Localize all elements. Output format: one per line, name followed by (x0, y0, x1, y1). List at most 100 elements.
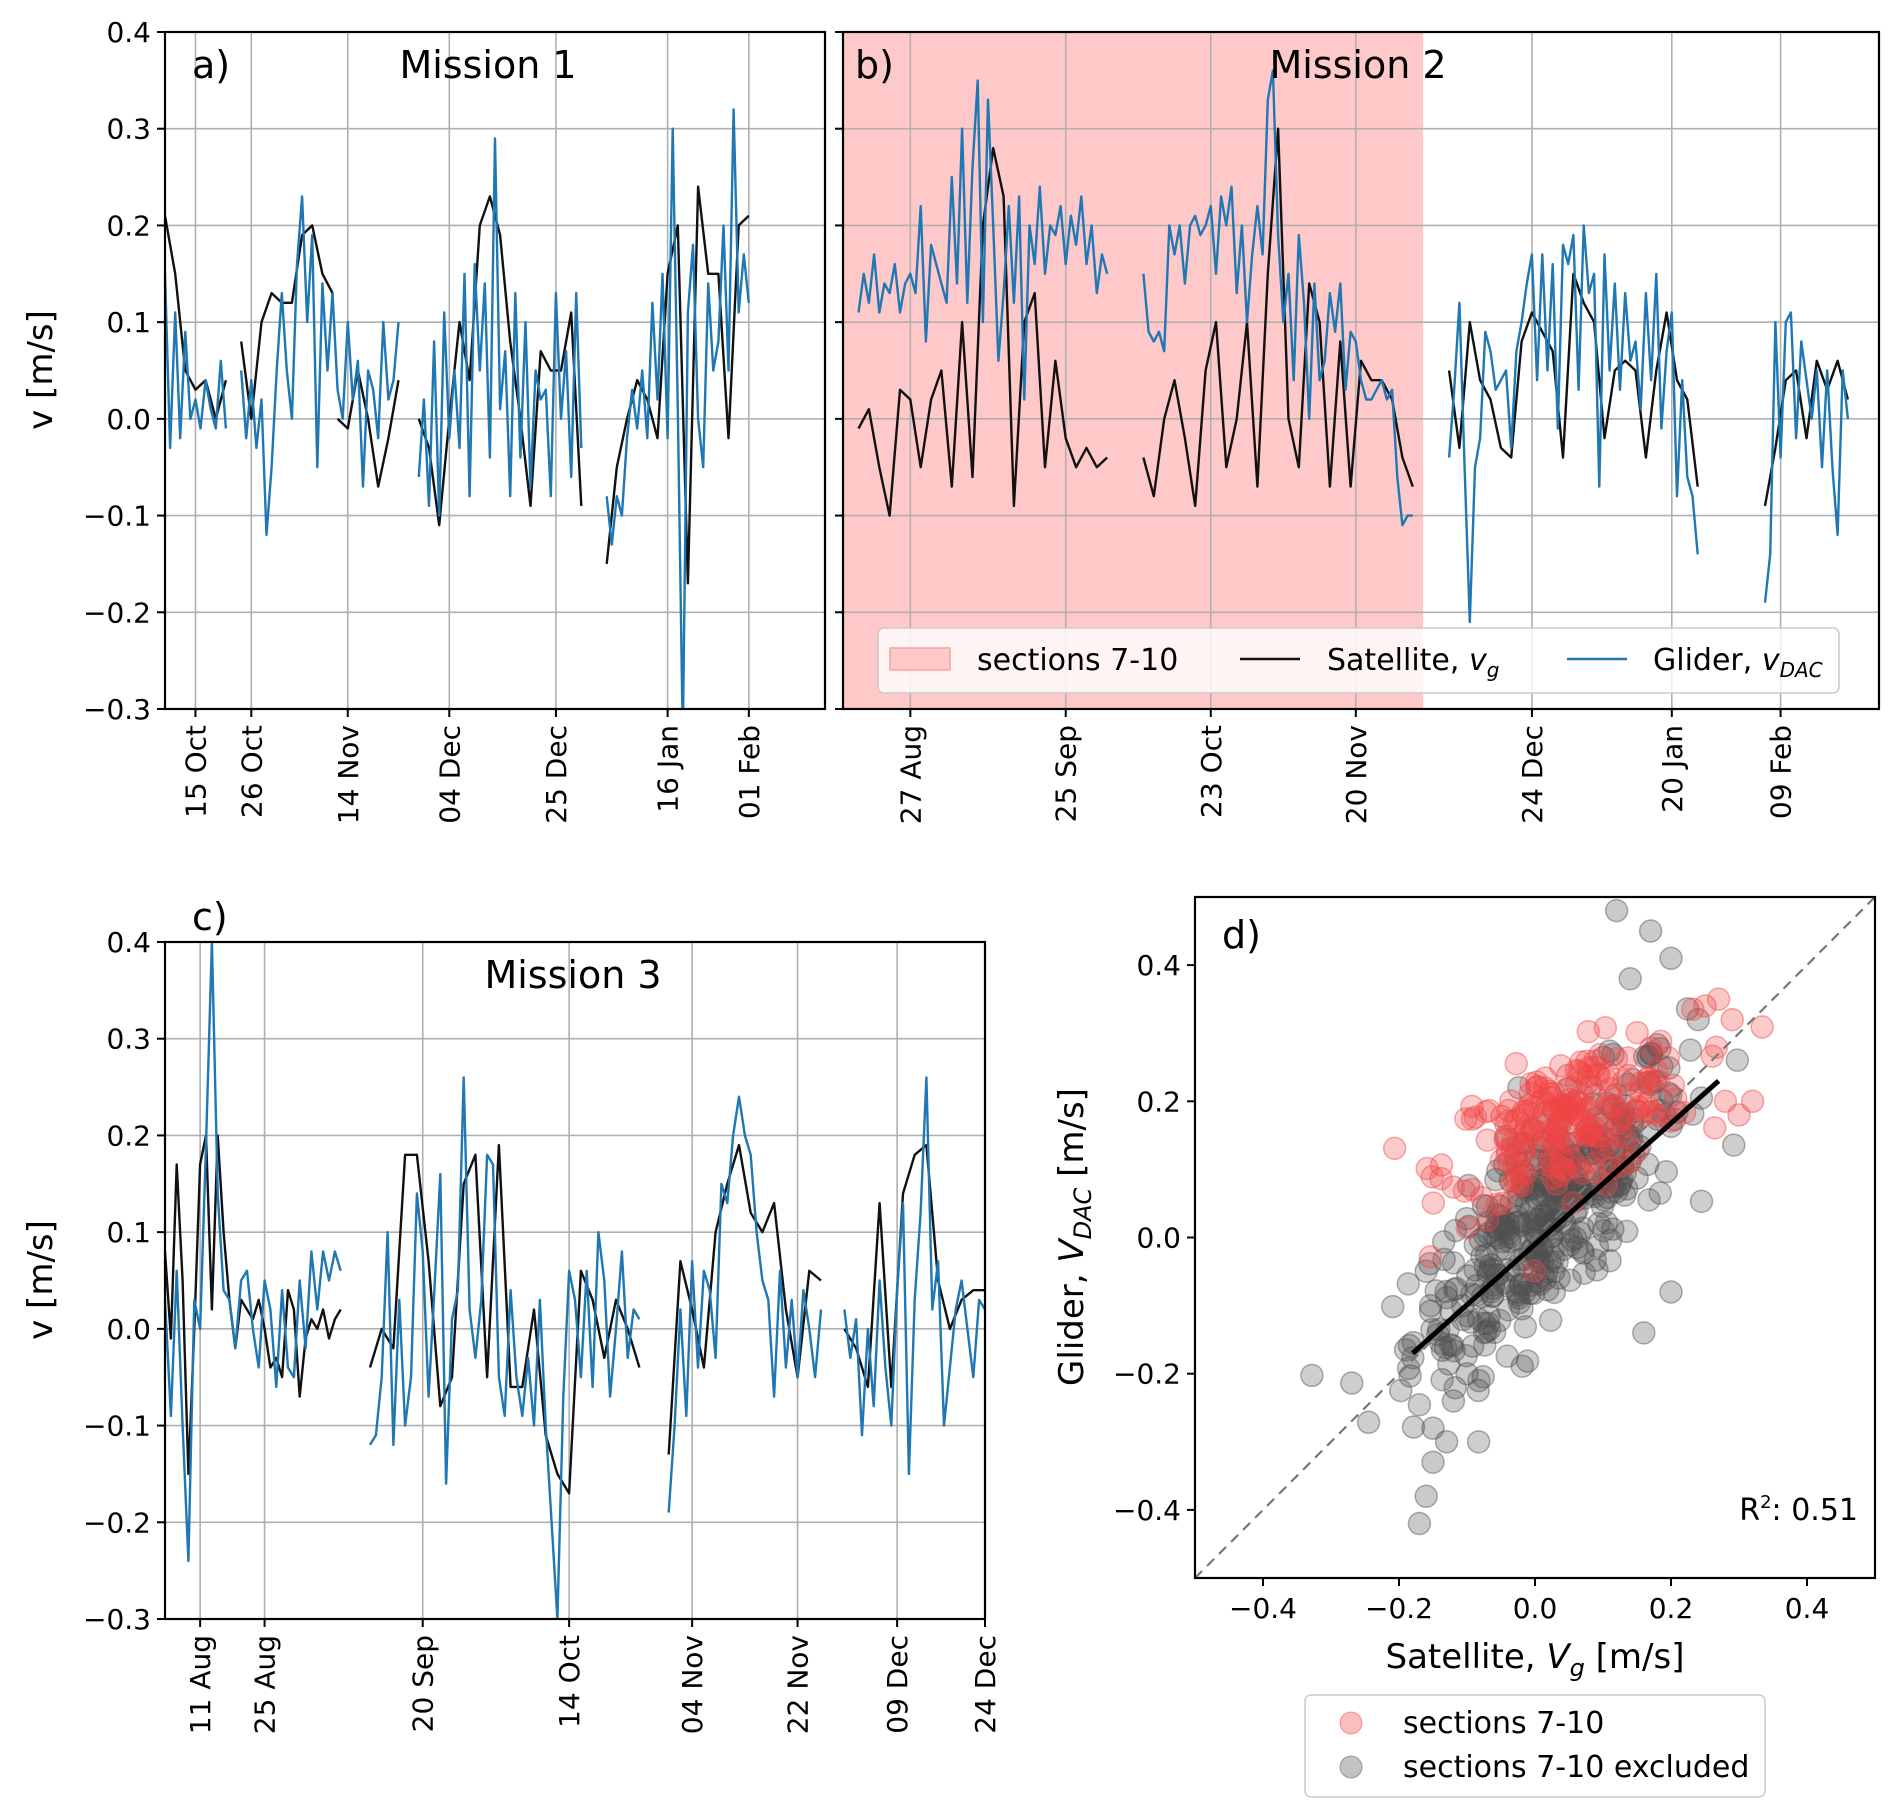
scatter-point-sections (1564, 1089, 1589, 1113)
glider-line (331, 293, 400, 488)
scatter-point-sections (1648, 1029, 1673, 1054)
scatter-point-excluded (1600, 1127, 1625, 1152)
panel-b-title: Mission 2 (1269, 43, 1446, 87)
x-tick-label: 20 Jan (1656, 725, 1689, 813)
scatter-point-excluded (1530, 1203, 1554, 1228)
y-tick-label: −0.2 (1113, 1358, 1181, 1391)
scatter-point-sections (1558, 1075, 1583, 1099)
scatter-point-sections (1646, 1069, 1671, 1094)
scatter-point-excluded (1591, 1218, 1616, 1243)
scatter-point-excluded (1565, 1235, 1589, 1260)
scatter-point-excluded (1632, 1045, 1657, 1069)
scatter-point-excluded (1540, 1182, 1565, 1207)
scatter-point-excluded (1543, 1208, 1568, 1233)
scatter-point-excluded (1571, 1216, 1595, 1240)
scatter-point-sections (1514, 1161, 1538, 1185)
scatter-point-excluded (1476, 1259, 1500, 1284)
scatter-point-excluded (1578, 1074, 1603, 1098)
scatter-point-sections (1505, 1166, 1530, 1190)
scatter-point-excluded (1524, 1185, 1548, 1210)
scatter-point-excluded (1478, 1257, 1502, 1281)
scatter-point-excluded (1555, 1077, 1579, 1101)
scatter-point-sections (1546, 1126, 1570, 1151)
scatter-point-excluded (1510, 1354, 1535, 1378)
satellite-line (240, 224, 334, 421)
scatter-point-excluded (1566, 1176, 1591, 1200)
scatter-point-excluded (1645, 1107, 1670, 1131)
scatter-point-excluded (1568, 1177, 1592, 1202)
scatter-point-excluded (1550, 1179, 1574, 1204)
panel-a-y-ticks: 0.4 0.3 0.2 0.1 0.0 −0.1 −0.2 −0.3 (83, 16, 165, 726)
scatter-point-sections (1590, 1127, 1614, 1152)
scatter-point-excluded (1506, 1210, 1531, 1235)
glider-line (1142, 69, 1413, 527)
scatter-point-excluded (1434, 1430, 1459, 1454)
glider-line (368, 1076, 641, 1619)
scatter-point-excluded (1519, 1198, 1543, 1223)
scatter-point-excluded (1414, 1484, 1438, 1509)
scatter-point-excluded (1455, 1361, 1479, 1386)
scatter-point-sections (1625, 1020, 1649, 1045)
scatter-point-sections (1593, 1015, 1618, 1040)
scatter-point-sections (1520, 1135, 1544, 1160)
scatter-point-excluded (1620, 1111, 1644, 1136)
scatter-point-sections (1495, 1109, 1520, 1133)
glider-line (667, 1095, 823, 1513)
scatter-point-excluded (1590, 1194, 1615, 1219)
scatter-point-sections (1540, 1085, 1565, 1110)
scatter-point-excluded (1542, 1259, 1566, 1284)
scatter-point-sections (1511, 1103, 1536, 1127)
scatter-point-sections (1463, 1105, 1488, 1129)
scatter-point-excluded (1506, 1193, 1531, 1218)
scatter-point-sections (1495, 1138, 1520, 1162)
scatter-legend-box (1304, 1694, 1766, 1798)
y-tick-label: 0.3 (106, 1023, 151, 1056)
scatter-point-sections (1559, 1092, 1583, 1117)
scatter-point-sections (1477, 1098, 1502, 1123)
scatter-point-excluded (1586, 1133, 1611, 1158)
scatter-point-excluded (1516, 1211, 1540, 1235)
scatter-point-excluded (1564, 1226, 1588, 1251)
scatter-point-sections (1585, 1062, 1610, 1087)
scatter-point-sections (1429, 1153, 1454, 1177)
scatter-point-sections (1460, 1094, 1484, 1119)
scatter-point-sections (1514, 1119, 1538, 1144)
scatter-point-sections (1504, 1051, 1528, 1076)
scatter-point-sections (1713, 1089, 1738, 1114)
scatter-point-excluded (1456, 1173, 1481, 1198)
scatter-point-excluded (1442, 1277, 1467, 1302)
panel-c-title: Mission 3 (484, 953, 661, 997)
scatter-point-excluded (1454, 1206, 1479, 1231)
scatter-point-excluded (1544, 1119, 1568, 1143)
scatter-point-excluded (1628, 1134, 1652, 1159)
scatter-point-excluded (1414, 1259, 1438, 1283)
scatter-point-excluded (1511, 1131, 1536, 1155)
scatter-point-excluded (1659, 1280, 1683, 1304)
scatter-point-excluded (1443, 1375, 1467, 1400)
scatter-point-sections (1557, 1128, 1582, 1153)
scatter-point-excluded (1466, 1430, 1491, 1454)
scatter-point-sections (1546, 1137, 1571, 1161)
legend-shade-label: sections 7-10 (977, 643, 1178, 678)
scatter-point-excluded (1607, 1173, 1632, 1198)
scatter-point-excluded (1625, 1099, 1649, 1124)
scatter-point-sections (1572, 1097, 1596, 1122)
panel-c-mission-3: 0.4 0.3 0.2 0.1 0.0 −0.1 −0.2 −0.3 11 Aug 25 Aug… (21, 895, 1002, 1734)
scatter-point-excluded (1572, 1261, 1596, 1285)
scatter-point-excluded (1534, 1166, 1559, 1190)
scatter-point-sections (1644, 1059, 1669, 1083)
scatter-point-sections (1521, 1116, 1545, 1141)
scatter-point-excluded (1639, 1042, 1664, 1066)
scatter-point-sections (1491, 1191, 1515, 1215)
scatter-point-excluded (1484, 1216, 1508, 1240)
scatter-point-sections (1589, 1137, 1614, 1161)
scatter-point-excluded (1497, 1221, 1521, 1246)
scatter-point-excluded (1638, 1072, 1663, 1097)
scatter-point-sections (1494, 1112, 1518, 1136)
scatter-point-sections (1537, 1079, 1561, 1104)
scatter-point-excluded (1438, 1333, 1463, 1357)
scatter-point-excluded (1459, 1310, 1483, 1334)
scatter-point-sections (1569, 1050, 1593, 1074)
scatter-point-excluded (1595, 1185, 1619, 1210)
scatter-point-excluded (1659, 946, 1683, 971)
